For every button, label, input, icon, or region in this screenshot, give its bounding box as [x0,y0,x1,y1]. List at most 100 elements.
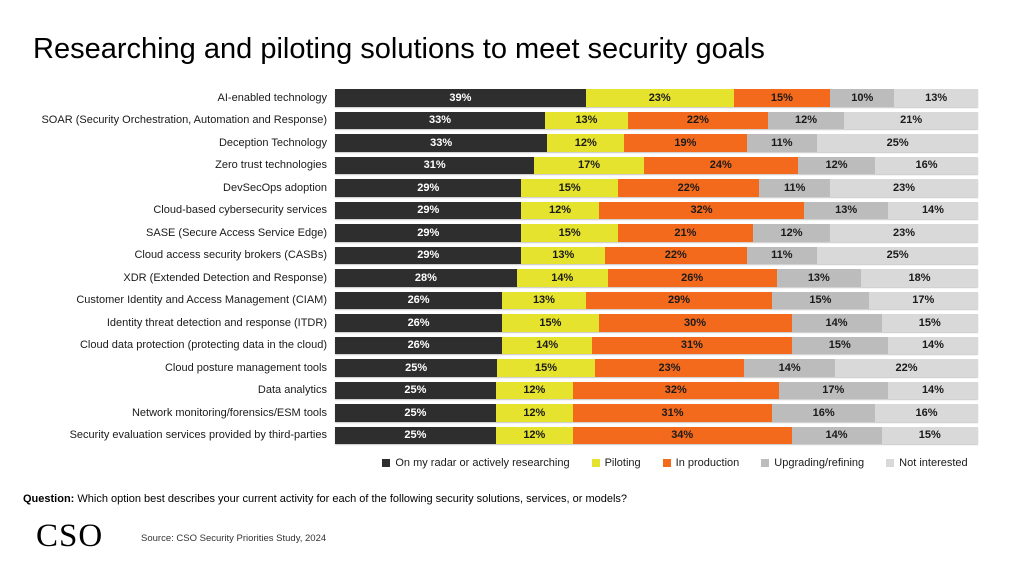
bar-segment: 26% [607,269,777,287]
category-label: DevSecOps adoption [223,181,327,194]
bar-segment: 14% [887,336,978,354]
bar-segment: 14% [744,359,836,377]
bar-segment: 25% [335,404,496,422]
bar-segment: 22% [617,179,760,197]
chart-row: Data analytics 25% 12% 32% 17% 14% [30,381,978,399]
legend-label: On my radar or actively researching [395,457,570,469]
bar-segment: 32% [572,381,779,399]
category-label: Identity threat detection and response (… [106,316,327,329]
category-label: Network monitoring/forensics/ESM tools [131,406,327,419]
stacked-bar: 25% 12% 34% 14% 15% [335,426,978,444]
bar-segment: 25% [817,134,978,152]
bar-segment: 29% [335,224,522,242]
chart-row: SASE (Secure Access Service Edge) 29% 15% 2… [30,224,978,242]
chart-legend: On my radar or actively researching Pilot… [365,457,985,469]
bar-segment: 24% [643,156,798,174]
bar-segment: 14% [887,381,978,399]
legend-label: In production [675,457,740,469]
bar-segment: 12% [752,224,831,242]
bar-segment: 14% [502,336,593,354]
bar-segment: 32% [598,201,805,219]
bar-segment: 12% [521,201,599,219]
chart-row: Cloud-based cybersecurity services 29% 12%… [30,201,978,219]
category-label: Customer Identity and Access Management … [76,294,327,307]
bar-segment: 16% [875,404,978,422]
bar-segment: 21% [844,111,978,129]
bar-segment: 13% [804,201,888,219]
stacked-bar: 28% 14% 26% 13% 18% [335,269,978,287]
bar-segment: 13% [545,111,628,129]
bar-segment: 26% [335,336,503,354]
bar-segment: 21% [617,224,753,242]
bar-segment: 13% [894,89,978,107]
stacked-bar: 25% 12% 31% 16% 16% [335,404,978,422]
legend-label: Upgrading/refining [774,457,865,469]
bar-segment: 29% [585,291,773,309]
question-label: Question: [23,493,75,505]
category-label: Zero trust technologies [215,159,327,172]
bar-segment: 23% [830,179,978,197]
category-label: Data analytics [257,384,327,397]
bar-segment: 16% [772,404,876,422]
bar-segment: 12% [495,426,573,444]
bar-segment: 23% [594,359,745,377]
chart-row: XDR (Extended Detection and Response) 28%… [30,269,978,287]
stacked-bar: 26% 14% 31% 15% 14% [335,336,978,354]
legend-item: Upgrading/refining [761,457,864,469]
stacked-bar: 29% 15% 21% 12% 23% [335,224,978,242]
bar-segment: 13% [502,291,586,309]
category-label: AI-enabled technology [217,91,327,104]
bar-segment: 25% [817,246,978,264]
bar-segment: 16% [875,156,978,174]
question-note: Question: Which option best describes yo… [23,493,627,505]
chart-row: Network monitoring/forensics/ESM tools 25… [30,404,978,422]
category-label: Cloud access security brokers (CASBs) [134,249,327,262]
bar-segment: 34% [572,426,792,444]
bar-segment: 28% [335,269,517,287]
bar-segment: 14% [887,201,978,219]
category-label: Deception Technology [218,136,327,149]
bar-segment: 39% [335,89,586,107]
chart-row: Cloud access security brokers (CASBs) 29%… [30,246,978,264]
chart-row: Security evaluation services provided by… [30,426,978,444]
bar-segment: 31% [335,156,535,174]
bar-segment: 33% [335,134,548,152]
stacked-bar: 29% 15% 22% 11% 23% [335,179,978,197]
bar-segment: 29% [335,246,522,264]
bar-segment: 25% [335,381,496,399]
stacked-bar-chart: AI-enabled technology 39% 23% 15% 10% 13% SOAR… [30,89,978,449]
chart-row: SOAR (Security Orchestration, Automation… [30,111,978,129]
bar-segment: 18% [861,269,978,287]
stacked-bar: 26% 15% 30% 14% 15% [335,314,978,332]
legend-item: Not interested [886,457,968,469]
bar-segment: 12% [797,156,876,174]
legend-label: Piloting [604,457,641,469]
category-label: Cloud data protection (protecting data i… [79,339,327,352]
bar-segment: 23% [830,224,978,242]
stacked-bar: 25% 15% 23% 14% 22% [335,359,978,377]
bar-segment: 17% [868,291,978,309]
bar-segment: 15% [502,314,599,332]
chart-row: Customer Identity and Access Management … [30,291,978,309]
bar-segment: 23% [585,89,734,107]
bar-segment: 11% [759,179,831,197]
category-label: Cloud-based cybersecurity services [153,204,327,217]
source-attribution: Source: CSO Security Priorities Study, 2… [141,533,327,544]
legend-swatch-icon [382,459,391,467]
bar-segment: 17% [534,156,644,174]
legend-item: In production [662,457,740,469]
bar-segment: 12% [547,134,625,152]
legend-swatch-icon [591,459,600,467]
category-label: SASE (Secure Access Service Edge) [146,226,327,239]
bar-segment: 26% [335,291,503,309]
stacked-bar: 29% 13% 22% 11% 25% [335,246,978,264]
legend-item: On my radar or actively researching [382,457,570,469]
bar-segment: 15% [772,291,869,309]
bar-segment: 11% [746,134,818,152]
bar-segment: 22% [627,111,768,129]
bar-segment: 15% [733,89,831,107]
bar-segment: 11% [746,246,818,264]
legend-item: Piloting [591,457,641,469]
page-title: Researching and piloting solutions to me… [33,33,765,65]
bar-segment: 12% [495,381,573,399]
